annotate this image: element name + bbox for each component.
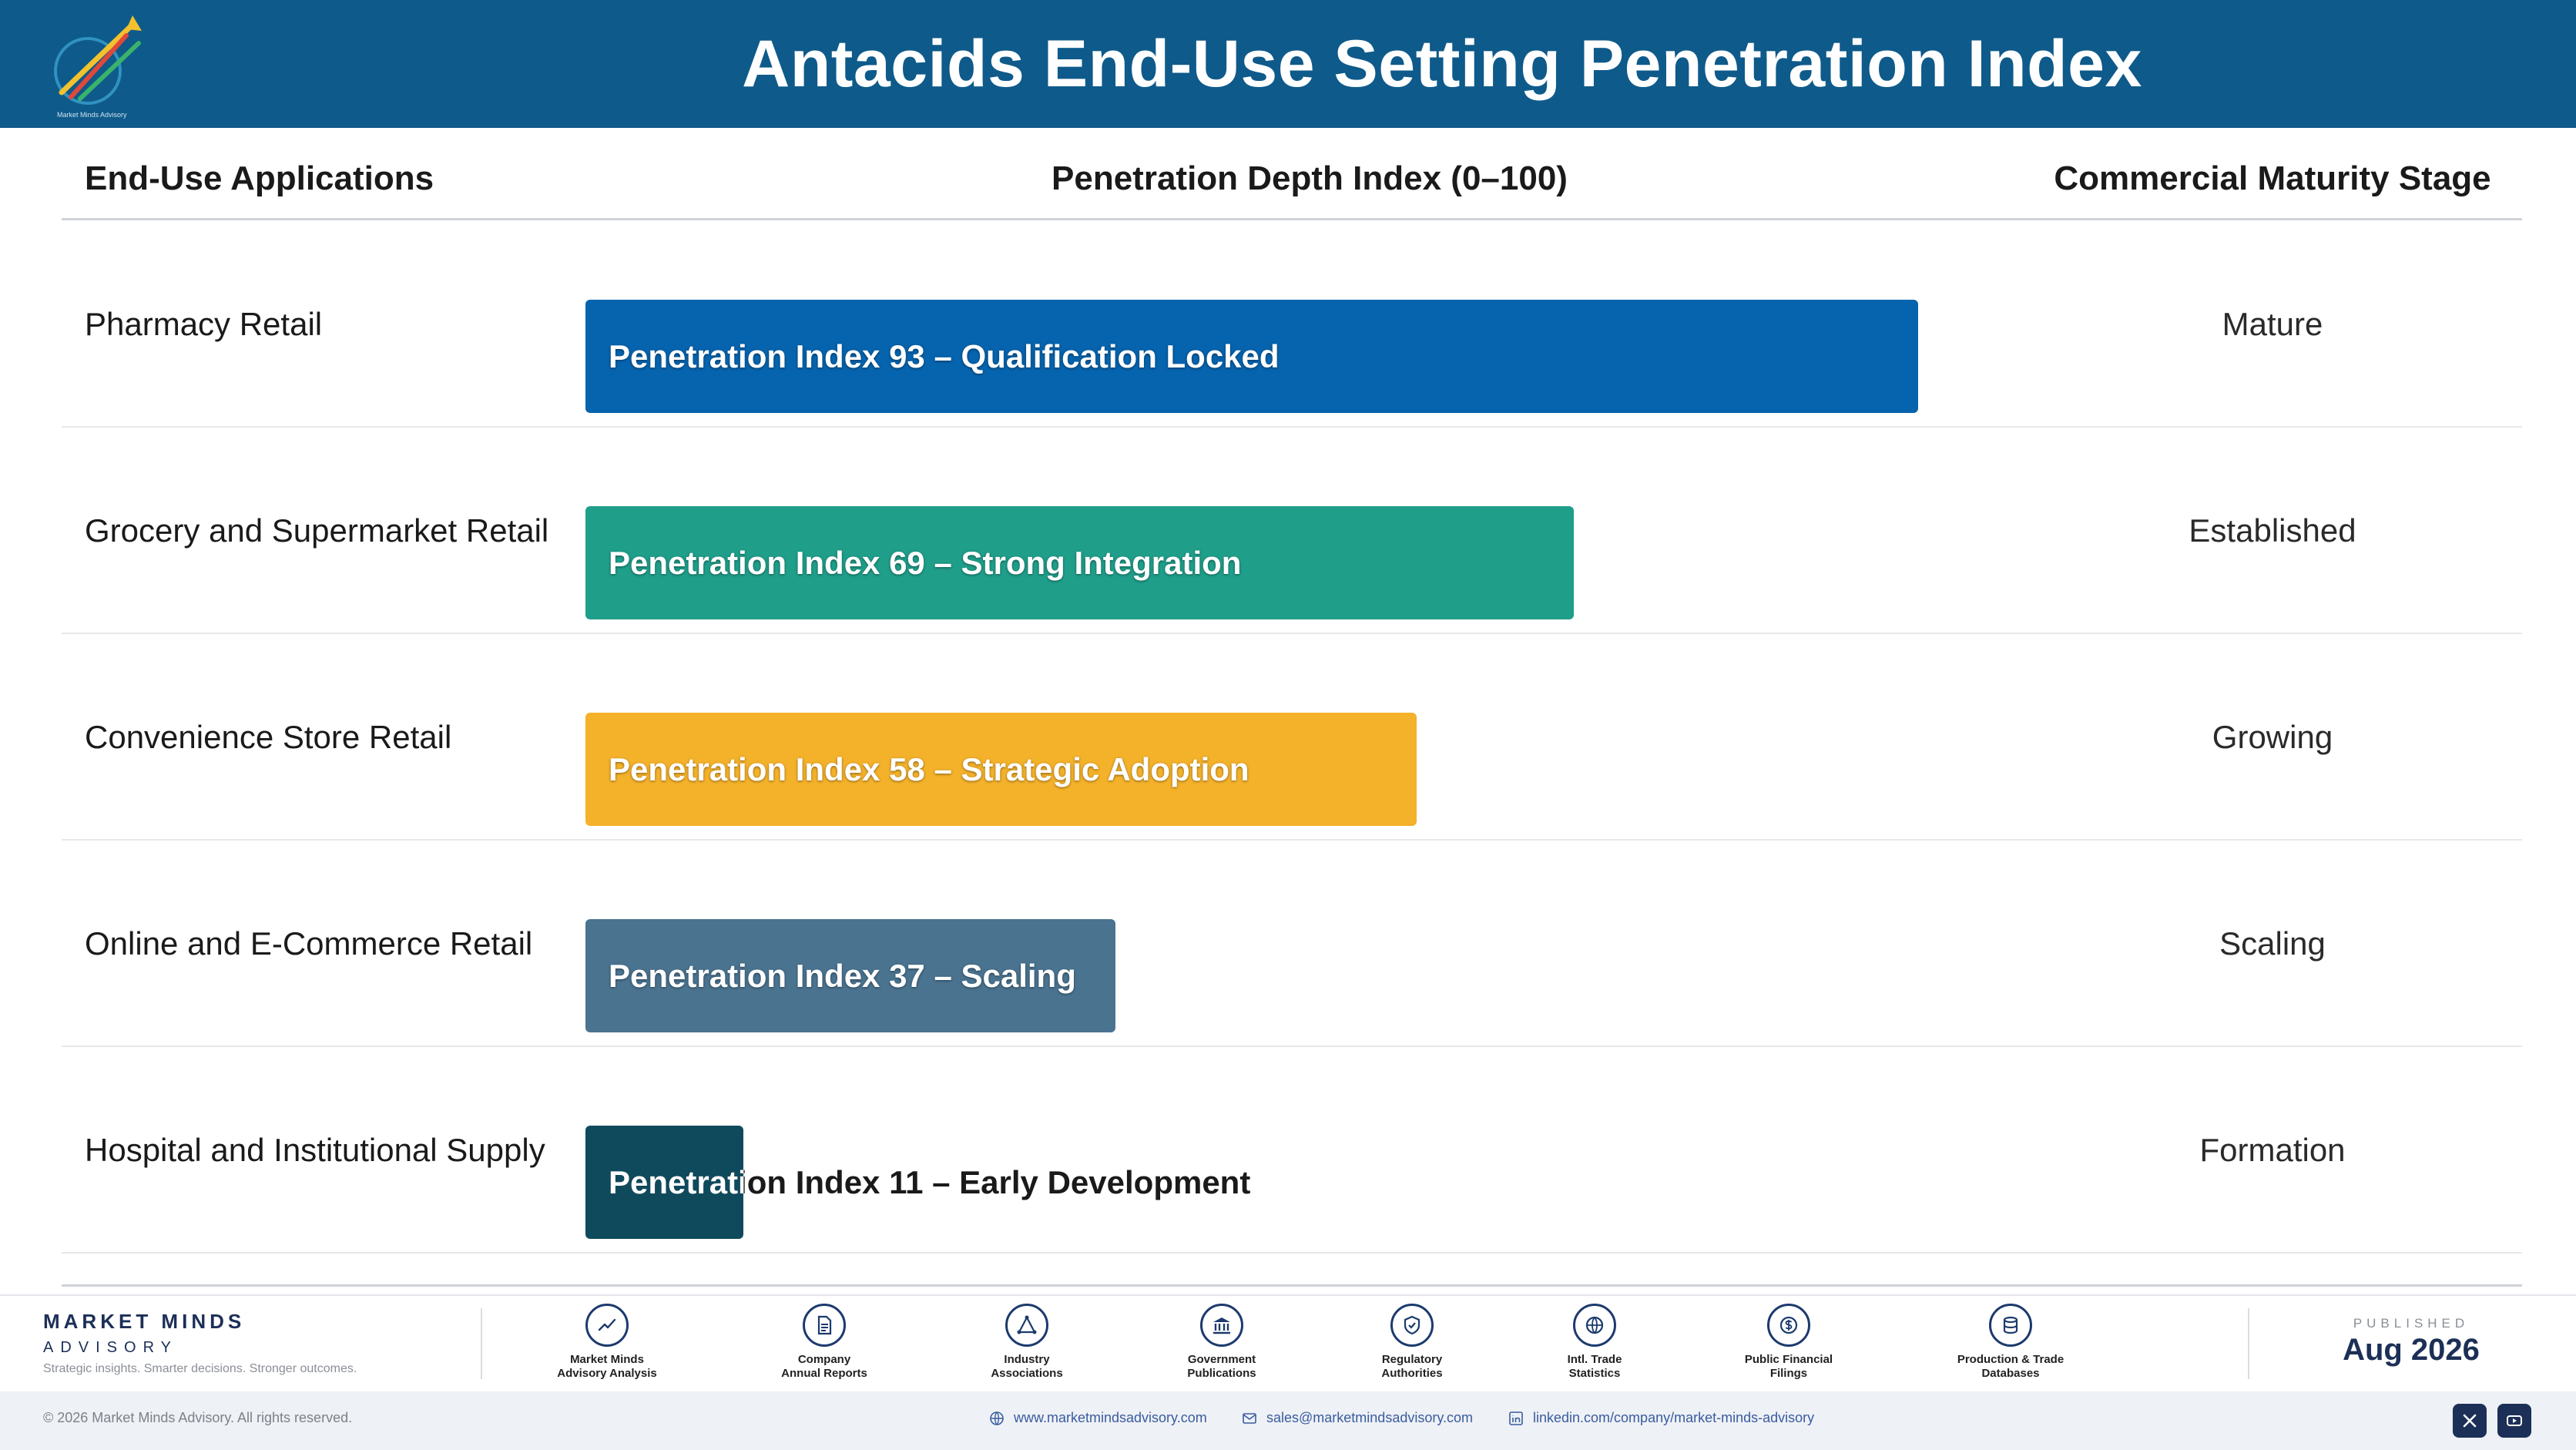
source-label: Company Annual Reports bbox=[781, 1353, 867, 1380]
brand-tagline: Strategic insights. Smarter decisions. S… bbox=[43, 1362, 357, 1375]
bar bbox=[585, 300, 1918, 413]
bar-label-overlay: Penetration Index 11 – Early Development bbox=[609, 1163, 1251, 1200]
maturity-stage: Scaling bbox=[2219, 925, 2326, 962]
website-link[interactable]: www.marketmindsadvisory.com bbox=[989, 1410, 1207, 1426]
title-bar: Market Minds Advisory Antacids End-Use S… bbox=[0, 0, 2576, 128]
maturity-stage: Established bbox=[2189, 512, 2356, 549]
source-label: Production & Trade Databases bbox=[1957, 1353, 2064, 1380]
chart-row: Convenience Store Retail Penetration Inde… bbox=[62, 633, 2522, 841]
source-label: Government Publications bbox=[1187, 1353, 1256, 1380]
category-label: Convenience Store Retail bbox=[85, 718, 452, 755]
website-text: www.marketmindsadvisory.com bbox=[1014, 1410, 1207, 1425]
youtube-social-button[interactable] bbox=[2497, 1404, 2531, 1438]
maturity-stage: Mature bbox=[2222, 305, 2323, 342]
chart-bottom-divider bbox=[62, 1284, 2522, 1287]
market-minds-logo: Market Minds Advisory bbox=[54, 15, 142, 119]
source-item: Industry Associations bbox=[942, 1304, 1112, 1381]
bar-label: Penetration Index 11 – Early Development bbox=[609, 1163, 1251, 1200]
bar-label: Penetration Index 58 – Strategic Adoptio… bbox=[609, 750, 1249, 787]
bar-label: Penetration Index 93 – Qualification Loc… bbox=[609, 337, 1280, 374]
source-label: Public Financial Filings bbox=[1744, 1353, 1833, 1380]
page-title: Antacids End-Use Setting Penetration Ind… bbox=[742, 26, 2142, 101]
column-header-stage: Commercial Maturity Stage bbox=[2054, 159, 2491, 197]
chart-row: Pharmacy Retail Penetration Index 93 – Qu… bbox=[62, 220, 2522, 428]
source-item: Market Minds Advisory Analysis bbox=[522, 1304, 692, 1381]
source-label: Market Minds Advisory Analysis bbox=[557, 1353, 657, 1380]
shield-check-icon bbox=[1390, 1304, 1434, 1347]
maturity-stage: Formation bbox=[2199, 1131, 2346, 1168]
youtube-icon bbox=[2507, 1415, 2522, 1426]
network-icon bbox=[1005, 1304, 1048, 1347]
bar bbox=[585, 713, 1417, 826]
source-item: Production & Trade Databases bbox=[1926, 1304, 2095, 1381]
chart-row: Grocery and Supermarket Retail Penetratio… bbox=[62, 427, 2522, 634]
chart-row: Online and E-Commerce Retail Penetration … bbox=[62, 840, 2522, 1047]
footer-strip bbox=[0, 1391, 2576, 1450]
published-date: Aug 2026 bbox=[2343, 1333, 2480, 1367]
trend-chart-icon bbox=[585, 1304, 629, 1347]
source-item: Regulatory Authorities bbox=[1327, 1304, 1497, 1381]
bar bbox=[585, 506, 1574, 619]
published-label: PUBLISHED bbox=[2353, 1316, 2470, 1331]
category-label: Pharmacy Retail bbox=[85, 305, 323, 342]
globe-icon bbox=[990, 1411, 1004, 1425]
footer-divider bbox=[481, 1308, 482, 1379]
header-divider bbox=[62, 218, 2522, 220]
footer-divider bbox=[2248, 1308, 2249, 1379]
email-text: sales@marketmindsadvisory.com bbox=[1266, 1410, 1474, 1425]
column-header-applications: End-Use Applications bbox=[85, 159, 434, 197]
category-label: Online and E-Commerce Retail bbox=[85, 925, 533, 962]
source-item: Government Publications bbox=[1137, 1304, 1306, 1381]
category-label: Grocery and Supermarket Retail bbox=[85, 512, 549, 549]
maturity-stage: Growing bbox=[2212, 718, 2333, 755]
chart-row: Hospital and Institutional Supply Penetra… bbox=[62, 1046, 2522, 1254]
bar-label: Penetration Index 69 – Strong Integratio… bbox=[609, 544, 1242, 581]
mail-icon bbox=[1243, 1412, 1256, 1424]
column-header-depth: Penetration Depth Index (0–100) bbox=[1052, 159, 1568, 197]
footer bbox=[0, 1294, 2576, 1391]
x-social-button[interactable] bbox=[2453, 1404, 2487, 1438]
bar-label: Penetration Index 37 – Scaling bbox=[609, 957, 1076, 994]
email-link[interactable]: sales@marketmindsadvisory.com bbox=[1242, 1410, 1473, 1426]
source-item: Intl. Trade Statistics bbox=[1510, 1304, 1679, 1381]
source-item: Company Annual Reports bbox=[740, 1304, 909, 1381]
source-label: Industry Associations bbox=[991, 1353, 1063, 1380]
copyright: © 2026 Market Minds Advisory. All rights… bbox=[43, 1410, 353, 1425]
document-icon bbox=[803, 1304, 846, 1347]
bar bbox=[585, 919, 1115, 1032]
dollar-coin-icon bbox=[1767, 1304, 1810, 1347]
source-label: Intl. Trade Statistics bbox=[1567, 1353, 1622, 1380]
linkedin-link[interactable]: linkedin.com/company/market-minds-adviso… bbox=[1508, 1410, 1814, 1426]
brand-subname: ADVISORY bbox=[43, 1339, 178, 1356]
linkedin-text: linkedin.com/company/market-minds-adviso… bbox=[1533, 1410, 1815, 1425]
source-item: Public Financial Filings bbox=[1704, 1304, 1873, 1381]
svg-text:Market Minds Advisory: Market Minds Advisory bbox=[57, 111, 127, 119]
globe-icon bbox=[1573, 1304, 1616, 1347]
bar bbox=[585, 1126, 743, 1239]
linkedin-icon bbox=[1509, 1411, 1523, 1425]
government-building-icon bbox=[1200, 1304, 1243, 1347]
brand-name: MARKET MINDS bbox=[43, 1310, 246, 1333]
x-icon bbox=[2463, 1414, 2477, 1428]
database-icon bbox=[1989, 1304, 2032, 1347]
source-label: Regulatory Authorities bbox=[1381, 1353, 1443, 1380]
category-label: Hospital and Institutional Supply bbox=[85, 1131, 545, 1168]
